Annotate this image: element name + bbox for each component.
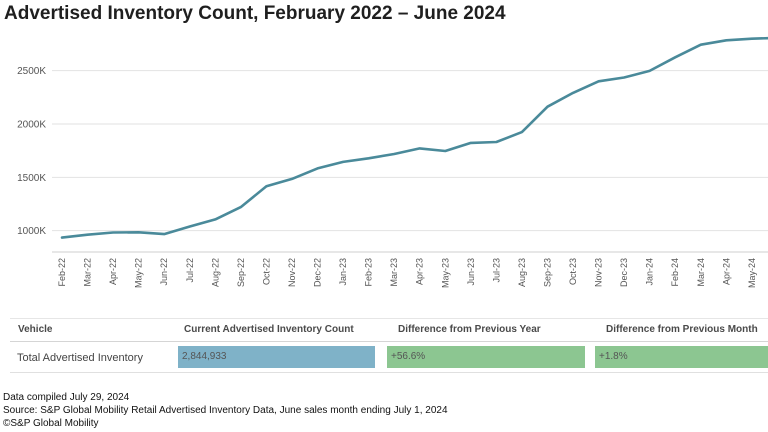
x-tick-label: Nov-22 (287, 258, 297, 287)
x-tick-label: Apr-24 (721, 258, 731, 285)
diff-month-cell: +1.8% (595, 346, 768, 368)
x-tick-label: Mar-22 (83, 258, 93, 287)
y-tick-label: 2500K (17, 66, 46, 77)
x-tick-label: Sep-22 (236, 258, 246, 287)
x-tick-label: May-22 (134, 258, 144, 288)
x-tick-label: Apr-22 (108, 258, 118, 285)
x-tick-label: Nov-23 (594, 258, 604, 287)
row-label: Total Advertised Inventory (17, 352, 143, 364)
note-copyright: ©S&P Global Mobility (3, 418, 99, 429)
x-tick-label: Oct-23 (568, 258, 578, 285)
x-tick-label: Feb-24 (670, 258, 680, 287)
note-source: Source: S&P Global Mobility Retail Adver… (3, 405, 448, 416)
y-tick-label: 1500K (17, 173, 46, 184)
x-tick-label: Feb-23 (364, 258, 374, 287)
header-current-count: Current Advertised Inventory Count (184, 324, 354, 335)
x-tick-label: Jan-23 (338, 258, 348, 286)
x-tick-label: Jan-24 (645, 258, 655, 286)
y-tick-label: 2000K (17, 120, 46, 131)
series-line-inventory (60, 36, 768, 239)
x-tick-label: Feb-22 (57, 258, 67, 287)
grid-lines (52, 70, 768, 253)
x-tick-label: Mar-23 (389, 258, 399, 287)
footnotes: Data compiled July 29, 2024 Source: S&P … (3, 391, 448, 430)
line-chart: 1000K 1500K 2000K 2500K Feb-22 Mar-22 Apr-22 M… (17, 36, 768, 288)
table-row: Total Advertised Inventory 2,844,933 +56… (10, 342, 768, 373)
x-tick-label: Apr-23 (415, 258, 425, 285)
note-compiled: Data compiled July 29, 2024 (3, 392, 130, 403)
x-tick-label: Jun-22 (159, 258, 169, 286)
table-header-row: Vehicle Current Advertised Inventory Cou… (10, 318, 768, 342)
x-tick-label: Dec-23 (619, 258, 629, 287)
header-diff-year: Difference from Previous Year (398, 324, 541, 335)
x-tick-label: Jul-22 (185, 258, 195, 283)
x-tick-label: May-23 (440, 258, 450, 288)
diff-year-cell: +56.6% (387, 346, 585, 368)
x-tick-label: Aug-22 (210, 258, 220, 287)
x-tick-label: May-24 (747, 258, 757, 288)
x-tick-label: Mar-24 (696, 258, 706, 287)
y-tick-label: 1000K (17, 226, 46, 237)
y-axis-ticks: 1000K 1500K 2000K 2500K (17, 66, 46, 237)
x-tick-label: Jul-23 (491, 258, 501, 283)
inventory-summary-table: Vehicle Current Advertised Inventory Cou… (10, 318, 768, 373)
x-tick-label: Oct-22 (261, 258, 271, 285)
x-tick-label: Dec-22 (313, 258, 323, 287)
x-tick-label: Jun-23 (466, 258, 476, 286)
chart-title: Advertised Inventory Count, February 202… (4, 3, 506, 24)
x-axis-ticks: Feb-22 Mar-22 Apr-22 May-22 Jun-22 Jul-22 Aug-… (57, 258, 757, 288)
current-count-cell: 2,844,933 (178, 346, 375, 368)
x-tick-label: Aug-23 (517, 258, 527, 287)
header-vehicle: Vehicle (18, 324, 53, 335)
x-tick-label: Sep-23 (542, 258, 552, 287)
header-diff-month: Difference from Previous Month (606, 324, 758, 335)
